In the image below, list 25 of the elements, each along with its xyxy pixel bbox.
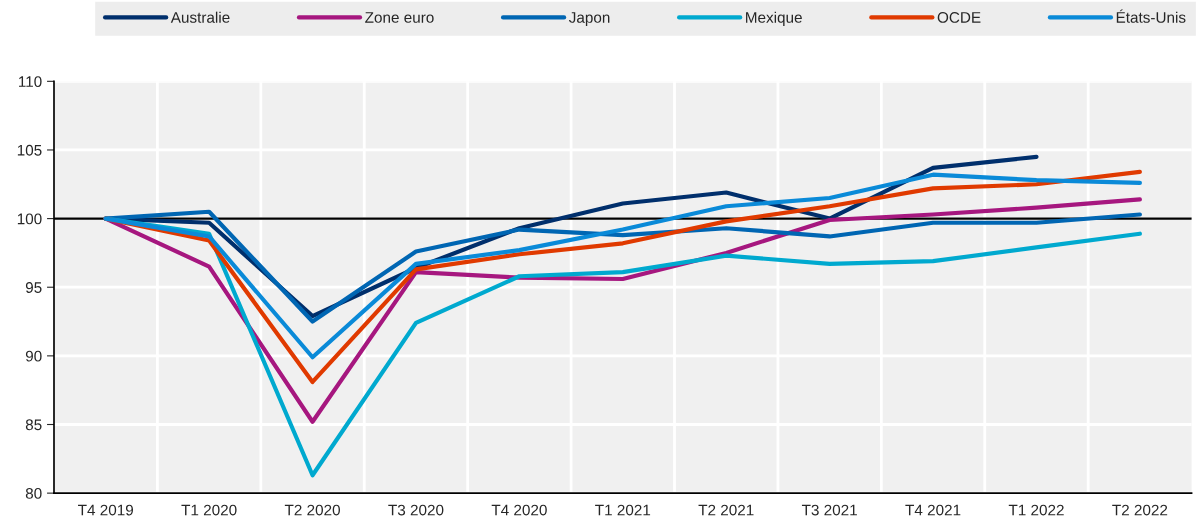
x-tick-label: T2 2022 (1112, 504, 1168, 516)
legend-label: OCDE (937, 12, 981, 23)
y-tick-label: 90 (25, 350, 42, 362)
y-tick-label: 100 (17, 213, 42, 225)
y-tick-label: 85 (25, 419, 42, 431)
legend-label: Japon (568, 12, 610, 26)
x-tick-label: T1 2022 (1008, 504, 1064, 516)
legend-label: Mexique (746, 11, 802, 26)
y-tick-label: 105 (17, 144, 42, 156)
legend-label: Zone euro (365, 12, 434, 23)
x-tick-label: T1 2020 (181, 504, 237, 516)
y-tick-label: 80 (25, 488, 42, 499)
x-tick-label: T1 2021 (595, 504, 651, 516)
y-tick-label: 95 (25, 282, 42, 293)
x-tick-label: T2 2021 (698, 504, 754, 516)
line-series (103, 209, 1142, 324)
x-tick-label: T2 2020 (284, 504, 340, 516)
x-tick-label: T4 2019 (78, 504, 134, 516)
y-tick-label: 110 (19, 76, 42, 88)
x-tick-label: T4 2021 (905, 504, 961, 516)
x-tick-label: T3 2021 (801, 504, 857, 516)
legend-label: États-Unis (1116, 9, 1186, 23)
x-tick-label: T3 2020 (388, 504, 444, 516)
legend-label: Australie (170, 11, 230, 23)
x-tick-label: T4 2020 (491, 504, 547, 516)
